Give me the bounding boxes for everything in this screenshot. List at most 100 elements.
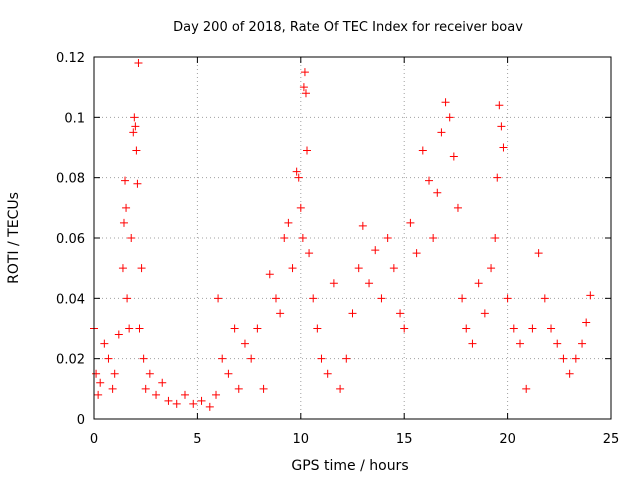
data-point [491, 234, 500, 242]
y-tick-label: 0 [77, 413, 85, 428]
data-point [425, 176, 434, 185]
data-point [462, 324, 471, 333]
data-point [122, 203, 131, 212]
data-point [429, 234, 438, 242]
data-point [449, 152, 458, 161]
data-point [133, 179, 142, 188]
data-point [329, 279, 338, 288]
data-point [453, 203, 462, 212]
data-point [582, 318, 591, 327]
data-point [458, 294, 467, 303]
data-point [292, 167, 301, 176]
data-point [129, 128, 138, 137]
data-point [100, 339, 109, 348]
data-point [276, 309, 285, 318]
data-point [259, 384, 268, 393]
data-point [406, 218, 415, 227]
data-point [234, 384, 243, 393]
data-point [493, 173, 502, 182]
y-axis: 0 0.02 0.04 0.06 0.08 0.1 0.12 [56, 51, 611, 428]
data-point [137, 264, 146, 273]
data-point [437, 128, 446, 137]
data-point [212, 390, 221, 399]
data-point [534, 249, 543, 258]
data-point [487, 264, 496, 273]
y-tick-label: 0.06 [56, 232, 85, 247]
data-point [418, 146, 427, 155]
x-tick-label: 10 [293, 432, 310, 447]
data-point [571, 354, 580, 363]
data-point [342, 354, 351, 363]
data-point [540, 294, 549, 303]
chart-title: Day 200 of 2018, Rate Of TEC Index for r… [173, 20, 523, 35]
data-point [172, 399, 181, 408]
data-point [317, 354, 326, 363]
data-point [389, 264, 398, 273]
data-point [130, 113, 139, 122]
y-tick-label: 0.1 [64, 111, 85, 126]
grid-lines [94, 57, 611, 419]
data-point [271, 294, 280, 303]
data-point [298, 234, 307, 242]
data-point [553, 339, 562, 348]
data-point [94, 390, 103, 399]
data-point [516, 339, 525, 348]
data-point [123, 294, 132, 303]
data-point [180, 390, 189, 399]
data-point [197, 396, 206, 405]
data-points [90, 59, 595, 411]
data-point [118, 264, 127, 273]
data-point [509, 324, 518, 333]
data-point [377, 294, 386, 303]
data-point [299, 83, 308, 92]
data-point [152, 390, 161, 399]
y-axis-label: ROTI / TECUs [6, 192, 22, 284]
x-tick-label: 0 [90, 432, 98, 447]
data-point [214, 294, 223, 303]
data-point [240, 339, 249, 348]
data-point [247, 354, 256, 363]
data-point [224, 369, 233, 378]
data-point [305, 249, 314, 258]
data-point [189, 399, 198, 408]
data-point [92, 369, 101, 378]
data-point [108, 384, 117, 393]
data-point [396, 309, 405, 318]
data-point [131, 122, 140, 131]
data-point [309, 294, 318, 303]
data-point [441, 98, 450, 107]
data-point [104, 354, 113, 363]
data-point [114, 330, 123, 339]
data-point [474, 279, 483, 288]
data-point [412, 249, 421, 258]
data-point [522, 384, 531, 393]
data-point [497, 122, 506, 131]
data-point [134, 59, 143, 68]
data-point [119, 218, 128, 227]
x-tick-label: 20 [499, 432, 516, 447]
data-point [503, 294, 512, 303]
data-point [565, 369, 574, 378]
y-tick-label: 0.04 [56, 292, 85, 307]
data-point [371, 246, 380, 255]
data-point [280, 234, 289, 242]
data-point [164, 396, 173, 405]
data-point [296, 203, 305, 212]
data-point [218, 354, 227, 363]
x-axis: 0 5 10 15 20 25 [90, 57, 619, 447]
y-tick-label: 0.02 [56, 353, 85, 368]
data-point [578, 339, 587, 348]
data-point [135, 324, 144, 333]
data-point [300, 68, 309, 77]
data-point [145, 369, 154, 378]
data-point [125, 324, 134, 333]
data-point [139, 354, 148, 363]
data-point [294, 173, 303, 182]
y-tick-label: 0.12 [56, 51, 85, 66]
data-point [301, 89, 310, 98]
x-tick-label: 25 [603, 432, 620, 447]
data-point [445, 113, 454, 122]
data-point [132, 146, 141, 155]
data-point [265, 270, 274, 279]
